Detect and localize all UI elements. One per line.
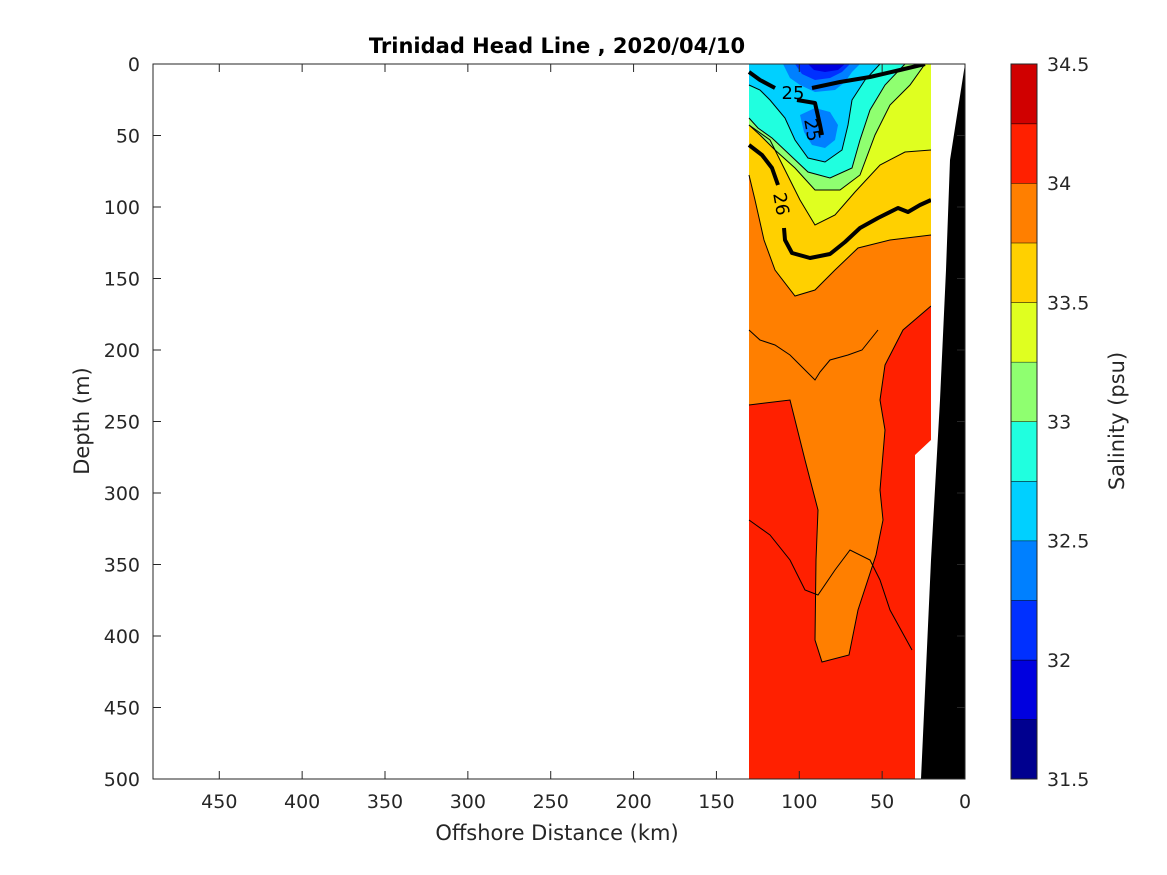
density-contour-26-a [747,143,780,186]
salinity-region-31-75 [808,64,845,72]
colorbar-segment-8 [1011,242,1037,303]
colorbar-tick-label-2: 33.5 [1047,292,1089,314]
x-axis-label: Offshore Distance (km) [435,821,678,845]
y-tick-label-3: 150 [104,269,140,291]
density-label-2: 26 [768,191,793,217]
x-tick-label-7: 100 [781,791,817,813]
y-tick-label-7: 350 [104,555,140,577]
colorbar-tick-label-4: 32.5 [1047,531,1089,553]
density-contour-25-a [747,70,776,90]
salinity-contour-lines [748,64,932,663]
colorbar-segment-5 [1011,421,1037,482]
colorbar-tick-label-1: 34 [1047,173,1071,195]
chart-title: Trinidad Head Line , 2020/04/10 [369,34,745,58]
salinity-field: 25 25 26 [747,64,965,779]
colorbar-tick-label-0: 34.5 [1047,54,1089,76]
x-tick-label-0: 450 [201,791,237,813]
y-tick-label-5: 250 [104,412,140,434]
x-tick-label-5: 200 [615,791,651,813]
colorbar-tick-label-5: 32 [1047,650,1071,672]
density-contour-25-b [811,64,926,90]
colorbar-segment-10 [1011,123,1037,184]
plot-frame [152,63,966,780]
y-tick-label-4: 200 [104,340,140,362]
colorbar-frame [1010,63,1038,780]
x-tick-label-2: 350 [367,791,403,813]
density-contours [747,64,932,260]
colorbar-segment-6 [1011,361,1037,422]
density-contour-25-c [796,98,824,136]
y-axis-label: Depth (m) [70,367,94,474]
x-tick-label-3: 300 [450,791,486,813]
x-tick-label-6: 150 [698,791,734,813]
x-tick-label-8: 50 [870,791,894,813]
colorbar-segment-1 [1011,659,1037,720]
bathymetry-seafloor [921,64,965,779]
x-tick-label-4: 250 [533,791,569,813]
colorbar-segment-3 [1011,540,1037,601]
y-tick-label-6: 300 [104,483,140,505]
y-tick-label-8: 400 [104,626,140,648]
colorbar-segment-9 [1011,183,1037,243]
colorbar-segment-2 [1011,600,1037,660]
x-tick-label-9: 0 [959,791,971,813]
colorbar-segment-7 [1011,302,1037,362]
y-tick-label-0: 0 [128,54,140,76]
density-contour-26-b [782,198,932,260]
y-tick-label-1: 50 [116,126,140,148]
y-tick-label-10: 500 [104,769,140,791]
colorbar-segment-0 [1011,719,1037,779]
y-tick-label-9: 450 [104,698,140,720]
y-tick-label-2: 100 [104,197,140,219]
density-label-0: 25 [782,83,805,104]
colorbar-tick-label-3: 33 [1047,412,1071,434]
colorbar: 34.5 34 33.5 33 32.5 32 31.5 [1010,54,1089,791]
colorbar-segment-4 [1011,481,1037,541]
x-tick-label-1: 400 [284,791,320,813]
colorbar-label: Salinity (psu) [1105,352,1129,490]
colorbar-tick-label-6: 31.5 [1047,769,1089,791]
density-label-1: 25 [799,117,824,143]
colorbar-segment-11 [1011,64,1037,124]
axes: 450 400 350 300 250 200 150 100 50 00501001502002… [104,54,971,813]
